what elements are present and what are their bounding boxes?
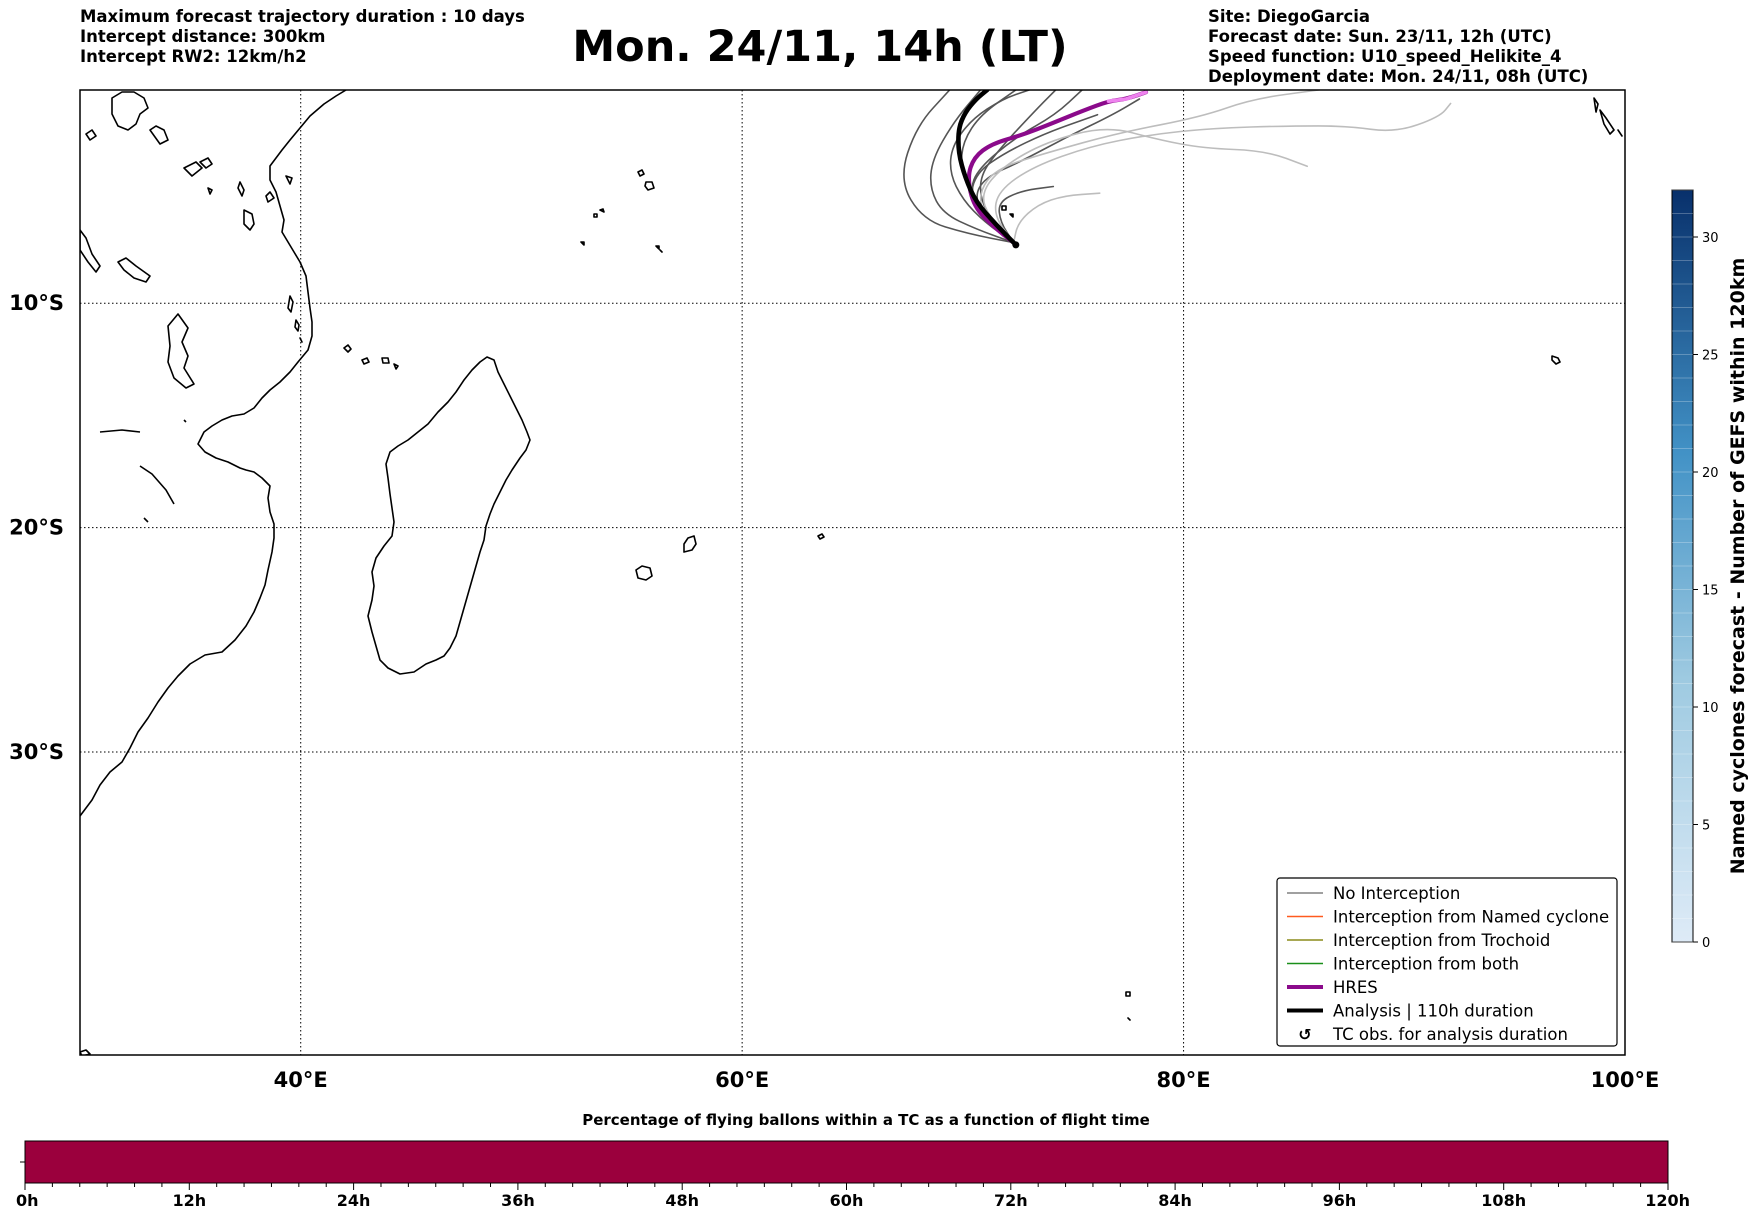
colorbar-right-bar — [1671, 189, 1694, 943]
colorbar-bottom-tick-label: 84h — [1158, 1191, 1192, 1210]
coastline-mascarenes — [635, 533, 825, 581]
lat-tick-label: 20°S — [9, 516, 64, 540]
colorbar-bottom-tick-label: 12h — [172, 1191, 206, 1210]
legend-item: Analysis | 110h duration — [1287, 1002, 1534, 1021]
legend-box — [1276, 877, 1618, 1047]
legend-item: No Interception — [1287, 884, 1460, 903]
colorbar-bottom-tick-label: 108h — [1481, 1191, 1526, 1210]
colorbar-bottom-title: Percentage of flying ballons within a TC… — [582, 1111, 1150, 1129]
colorbar-right-tick-label: 25 — [1702, 349, 1719, 364]
coastline-chagos — [1001, 205, 1014, 218]
lon-tick-labels: 40°E 60°E 80°E 100°E — [274, 1068, 1660, 1092]
legend-label: Interception from both — [1333, 955, 1519, 974]
colorbar-bottom-tick-label: 0h — [16, 1191, 39, 1210]
legend-item: Interception from both — [1287, 955, 1519, 974]
lat-tick-labels: 10°S 20°S 30°S — [9, 291, 64, 764]
colorbar-right-tick-label: 20 — [1702, 466, 1719, 481]
cyclone-symbol-icon: ↺ — [1298, 1025, 1311, 1044]
colorbar-right-tick-label: 30 — [1702, 231, 1719, 246]
coastline-north-islands — [85, 91, 293, 231]
colorbar-bottom-tick-label: 120h — [1645, 1191, 1690, 1210]
lat-tick-label: 10°S — [9, 291, 64, 315]
header-left: Maximum forecast trajectory duration : 1… — [80, 7, 525, 67]
gridlines — [80, 90, 1625, 1055]
coastline-comoros — [343, 344, 399, 370]
legend-item: Interception from Named cyclone — [1287, 908, 1609, 927]
colorbar-right-tick-label: 10 — [1702, 701, 1719, 716]
trajectory-ensemble-13 — [994, 102, 1452, 244]
legend-label: TC obs. for analysis duration — [1332, 1025, 1568, 1044]
lon-tick-label: 80°E — [1157, 1068, 1211, 1092]
colorbar-bottom-tick-label: 36h — [501, 1191, 535, 1210]
trajectory-ensemble-6 — [903, 90, 1015, 244]
colorbar-right: 0 5 10 15 20 25 30 Named cyclones forecast - N… — [1671, 189, 1749, 951]
coastline-madagascar — [367, 356, 531, 675]
header-right: Site: DiegoGarcia Forecast date: Sun. 23… — [1208, 7, 1588, 87]
map-title: Mon. 24/11, 14h (LT) — [572, 22, 1068, 72]
header-speed-function: Speed function: U10_speed_Helikite_4 — [1208, 47, 1562, 66]
colorbar-right-label: Named cyclones forecast - Number of GEFS… — [1727, 258, 1749, 875]
colorbar-bottom-tick-label: 24h — [337, 1191, 371, 1210]
colorbar-bottom: Percentage of flying ballons within a TC… — [16, 1111, 1690, 1210]
header-max-duration: Maximum forecast trajectory duration : 1… — [80, 7, 525, 26]
trajectory-ensemble-3 — [929, 90, 1015, 244]
coastlines — [80, 90, 1623, 1055]
legend-item: HRES — [1287, 978, 1378, 997]
legend-label: Analysis | 110h duration — [1333, 1002, 1534, 1021]
colorbar-bottom-tick-label: 48h — [665, 1191, 699, 1210]
map-border — [79, 89, 1626, 1056]
lat-tick-label: 30°S — [9, 740, 64, 764]
legend: No Interception Interception from Named c… — [1276, 877, 1618, 1047]
trajectory-hres-tail — [1106, 90, 1148, 103]
legend-item: Interception from Trochoid — [1287, 931, 1550, 950]
trajectories — [903, 90, 1452, 249]
coastline-africa — [80, 90, 347, 817]
header-deployment-date: Deployment date: Mon. 24/11, 08h (UTC) — [1208, 67, 1589, 86]
header-site: Site: DiegoGarcia — [1208, 7, 1371, 26]
coastline-mozambique-isles — [80, 229, 195, 523]
legend-item: ↺ TC obs. for analysis duration — [1298, 1025, 1568, 1044]
colorbar-right-tick-label: 15 — [1702, 584, 1719, 599]
trajectory-analysis-0 — [956, 90, 1019, 248]
colorbar-right-tick-label: 0 — [1702, 936, 1710, 951]
lon-tick-label: 100°E — [1591, 1068, 1660, 1092]
colorbar-right-tick-label: 5 — [1702, 819, 1710, 834]
colorbar-bottom-bar — [24, 1140, 1669, 1184]
trajectory-ensemble-14 — [1012, 192, 1101, 244]
colorbar-bottom-tick-label: 72h — [994, 1191, 1028, 1210]
legend-label: HRES — [1333, 978, 1378, 997]
legend-label: Interception from Trochoid — [1333, 931, 1550, 950]
colorbar-bottom-tick-label: 96h — [1323, 1191, 1357, 1210]
legend-label: No Interception — [1333, 884, 1460, 903]
lon-tick-label: 40°E — [274, 1068, 328, 1092]
trajectory-hres-1 — [966, 90, 1149, 245]
header-intercept-distance: Intercept distance: 300km — [80, 27, 326, 46]
header-forecast-date: Forecast date: Sun. 23/11, 12h (UTC) — [1208, 27, 1552, 46]
lon-tick-label: 60°E — [715, 1068, 769, 1092]
coastline-far-east — [1125, 97, 1623, 1021]
launch-point-marker — [1012, 241, 1020, 249]
legend-label: Interception from Named cyclone — [1333, 908, 1609, 927]
header-intercept-rw2: Intercept RW2: 12km/h2 — [80, 47, 307, 66]
coastline-seychelles — [580, 169, 663, 253]
coastline-zanzibar — [287, 295, 303, 343]
colorbar-bottom-tick-label: 60h — [830, 1191, 864, 1210]
